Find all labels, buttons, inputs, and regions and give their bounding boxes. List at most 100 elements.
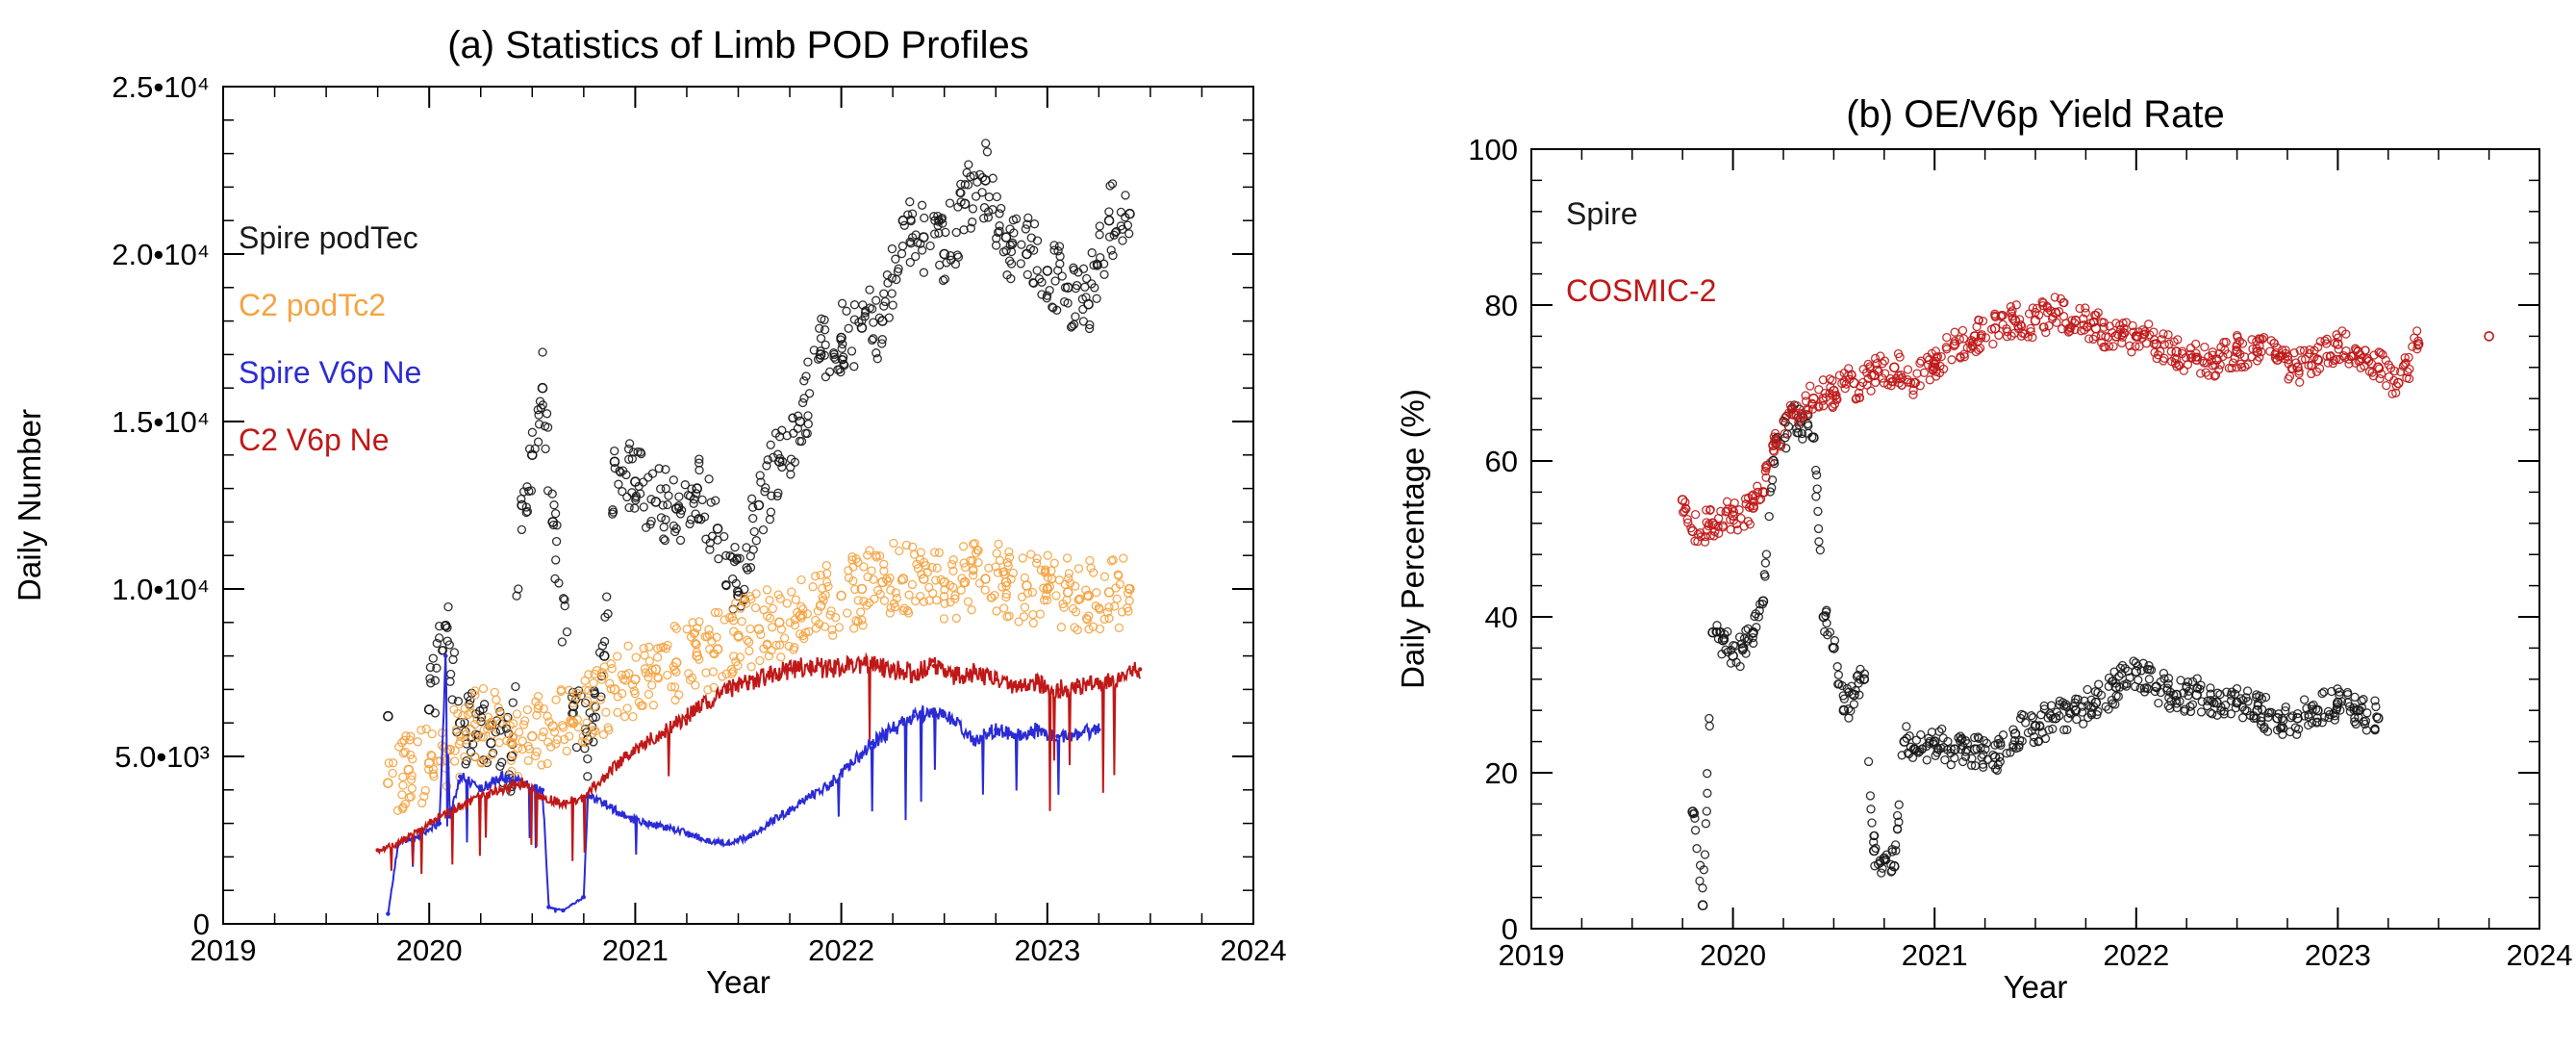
data-point [2021, 718, 2031, 728]
data-point [2176, 676, 2185, 685]
data-point [691, 680, 700, 690]
data-point [880, 296, 890, 307]
data-point [2091, 310, 2101, 320]
data-point [1037, 290, 1047, 299]
data-point [1988, 339, 1998, 349]
data-point [613, 707, 622, 717]
data-point [527, 427, 538, 437]
data-point [2028, 332, 2037, 343]
data-point [1876, 351, 1885, 361]
data-point [1787, 403, 1797, 414]
data-point [1734, 505, 1744, 515]
data-point [1073, 268, 1083, 277]
data-point [539, 727, 548, 737]
data-point [437, 814, 442, 819]
data-point [1066, 322, 1076, 332]
data-point [1735, 661, 1745, 672]
data-point [871, 348, 881, 358]
data-point [924, 582, 934, 593]
data-point [804, 389, 815, 398]
data-point [971, 192, 981, 201]
data-point [513, 743, 523, 754]
data-point [763, 455, 772, 465]
data-point [903, 210, 913, 219]
data-point [940, 585, 949, 595]
data-point [963, 180, 973, 190]
data-point [627, 679, 638, 690]
data-point [945, 198, 955, 208]
data-point [1051, 591, 1061, 601]
data-point [1922, 755, 1932, 765]
data-point [1086, 563, 1096, 573]
data-point [1873, 859, 1883, 869]
data-point [494, 737, 504, 748]
data-point [501, 714, 511, 724]
data-point [1702, 518, 1711, 527]
data-point [917, 200, 927, 210]
data-point [891, 254, 900, 264]
data-point [2052, 707, 2062, 717]
data-point [603, 723, 613, 732]
data-point [1071, 607, 1081, 617]
data-point [919, 557, 929, 567]
data-point [487, 750, 497, 759]
data-point [2311, 718, 2322, 728]
data-point [541, 444, 550, 454]
data-point [2192, 352, 2203, 362]
data-point [1934, 727, 1944, 736]
data-point [1118, 236, 1127, 245]
data-point [2408, 342, 2417, 351]
data-point [438, 646, 448, 655]
data-point [2079, 719, 2088, 728]
y-tick-label: 80 [1485, 289, 1518, 322]
series-c2-podtc2 [383, 538, 1135, 815]
data-point [400, 747, 410, 757]
data-point [2114, 682, 2125, 692]
data-point [815, 601, 826, 611]
data-point [680, 480, 690, 490]
data-point [558, 720, 568, 730]
data-point [561, 801, 566, 805]
data-point [478, 683, 489, 694]
data-point [1138, 667, 1143, 672]
data-point [1000, 232, 1012, 243]
data-point [1123, 220, 1133, 230]
data-point [879, 566, 889, 575]
data-point [1791, 410, 1802, 421]
data-point [2159, 340, 2169, 349]
data-point [2233, 332, 2242, 342]
data-point [1702, 505, 1711, 515]
data-point [712, 524, 723, 534]
data-point [1690, 536, 1700, 546]
data-point [1048, 302, 1057, 312]
data-point [2277, 345, 2287, 355]
data-point [1960, 735, 1971, 746]
data-point [1811, 465, 1821, 475]
data-point [2096, 690, 2107, 700]
data-point [2077, 707, 2087, 717]
data-point [1041, 565, 1050, 575]
data-point [1895, 373, 1906, 384]
data-point [400, 799, 410, 809]
data-point [1082, 591, 1093, 601]
data-point [2048, 724, 2058, 734]
data-point [960, 180, 970, 190]
data-point [447, 695, 457, 704]
data-point [1906, 742, 1916, 752]
data-point [2119, 680, 2129, 690]
data-point [1070, 623, 1079, 632]
data-point [956, 585, 966, 595]
y-tick-label: 40 [1485, 601, 1518, 634]
data-point [836, 590, 846, 601]
x-tick-label: 2022 [2103, 938, 2169, 972]
data-point [897, 248, 907, 259]
data-point [720, 615, 729, 625]
data-point [1760, 558, 1771, 568]
data-point [821, 371, 831, 382]
data-point [398, 780, 408, 790]
data-point [2295, 377, 2305, 387]
data-point [1903, 365, 1913, 374]
data-point [652, 652, 663, 662]
data-point [417, 798, 427, 808]
data-point [1682, 514, 1692, 524]
